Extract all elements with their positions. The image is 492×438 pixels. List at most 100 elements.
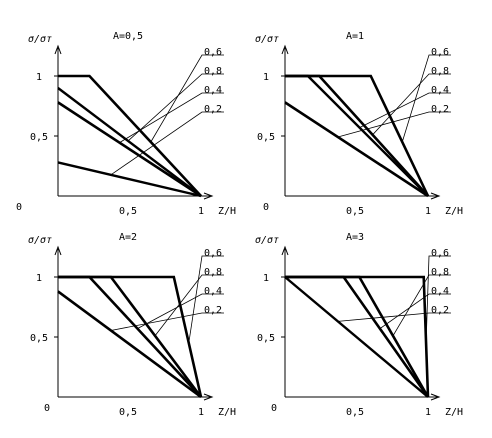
leader-line-1 <box>127 73 224 142</box>
origin-label: 0 <box>44 403 50 414</box>
chart-panel-a1: A=1 σ/σт Z/H 0 1 0,5 0,5 1 0,6 0,8 0,4 0… <box>255 31 463 217</box>
y-tick-label-1: 1 <box>36 273 42 284</box>
chart-axes <box>281 245 441 401</box>
y-axis-arrow <box>54 44 62 55</box>
chart-plot <box>57 74 202 198</box>
series-line-0 <box>58 275 203 398</box>
series-label-04: 0,4 <box>204 85 222 96</box>
y-tick-label-1: 1 <box>263 72 269 83</box>
series-line-1 <box>57 87 202 197</box>
series-label-02: 0,2 <box>204 305 222 316</box>
x-tick-label-1: 1 <box>425 407 431 418</box>
y-tick-label-05: 0,5 <box>257 132 275 143</box>
y-tick-label-05: 0,5 <box>30 132 48 143</box>
series-line-0 <box>285 74 430 197</box>
series-line-2 <box>58 275 202 398</box>
x-axis-label: Z/H <box>445 206 463 217</box>
x-tick-label-05: 0,5 <box>346 206 364 217</box>
y-axis-arrow <box>281 245 289 256</box>
chart-plot <box>57 275 203 399</box>
y-axis-arrow <box>281 44 289 55</box>
x-tick-label-05: 0,5 <box>346 407 364 418</box>
x-tick-label-1: 1 <box>198 206 204 217</box>
origin-label: 0 <box>263 202 269 213</box>
series-line-1 <box>285 74 429 197</box>
y-tick-label-05: 0,5 <box>30 333 48 344</box>
series-line-0 <box>58 74 202 197</box>
series-label-06: 0,6 <box>431 248 449 259</box>
chart-axes <box>281 44 441 200</box>
leader-line-2 <box>359 92 451 128</box>
series-line-3 <box>284 101 429 198</box>
y-axis-label: σ/σт <box>255 235 279 246</box>
y-axis-label: σ/σт <box>255 34 279 45</box>
leader-line-1 <box>372 73 451 136</box>
series-line-3 <box>57 290 202 399</box>
chart-panel-a2: A=2 σ/σт Z/H 0 1 0,5 0,5 1 0,6 0,8 0,4 0… <box>28 232 236 418</box>
leader-line-3 <box>110 111 224 176</box>
chart-panel-a05: A=0,5 σ/σт Z/H 0 1 0,5 0,5 1 0,6 0,8 0,4… <box>16 31 236 217</box>
y-tick-label-05: 0,5 <box>257 333 275 344</box>
x-tick-label-05: 0,5 <box>119 407 137 418</box>
y-axis-label: σ/σт <box>28 34 52 45</box>
chart-title: A=0,5 <box>113 31 143 42</box>
series-label-08: 0,8 <box>431 267 449 278</box>
leader-line-1 <box>154 274 224 337</box>
series-label-04: 0,4 <box>431 85 449 96</box>
x-axis-arrow <box>203 192 214 200</box>
series-line-2 <box>285 74 429 197</box>
series-label-04: 0,4 <box>431 286 449 297</box>
series-label-02: 0,2 <box>204 104 222 115</box>
series-label-06: 0,6 <box>204 47 222 58</box>
series-line-3 <box>57 161 202 198</box>
chart-plot <box>284 275 430 398</box>
chart-leader-lines <box>337 255 451 344</box>
x-tick-label-05: 0,5 <box>119 206 137 217</box>
chart-leader-lines <box>110 54 224 176</box>
x-axis-label: Z/H <box>218 206 236 217</box>
series-label-02: 0,2 <box>431 104 449 115</box>
series-label-08: 0,8 <box>431 66 449 77</box>
x-axis-arrow <box>203 393 214 401</box>
leader-line-3 <box>110 312 224 331</box>
chart-axes <box>54 44 214 200</box>
leader-line-0 <box>425 255 451 344</box>
origin-label: 0 <box>16 202 22 213</box>
y-tick-label-1: 1 <box>263 273 269 284</box>
chart-plot <box>284 74 430 198</box>
x-axis-arrow <box>430 192 441 200</box>
x-tick-label-1: 1 <box>425 206 431 217</box>
series-label-06: 0,6 <box>204 248 222 259</box>
leader-line-0 <box>188 255 224 344</box>
y-axis-arrow <box>54 245 62 256</box>
series-line-2 <box>285 275 430 398</box>
series-label-08: 0,8 <box>204 66 222 77</box>
chart-title: A=3 <box>346 232 364 243</box>
chart-panel-a3: A=3 σ/σт Z/H 0 1 0,5 0,5 1 0,6 0,8 0,4 0… <box>255 232 463 418</box>
series-label-04: 0,4 <box>204 286 222 297</box>
series-line-2 <box>57 101 202 198</box>
leader-line-2 <box>379 293 451 329</box>
series-label-08: 0,8 <box>204 267 222 278</box>
leader-line-3 <box>337 111 451 138</box>
series-label-06: 0,6 <box>431 47 449 58</box>
series-label-02: 0,2 <box>431 305 449 316</box>
series-line-1 <box>58 275 203 398</box>
leader-line-3 <box>337 312 451 322</box>
chart-title: A=1 <box>346 31 364 42</box>
x-tick-label-1: 1 <box>198 407 204 418</box>
chart-axes <box>54 245 214 401</box>
origin-label: 0 <box>271 403 277 414</box>
x-axis-label: Z/H <box>445 407 463 418</box>
leader-line-2 <box>119 92 224 143</box>
leader-line-0 <box>401 54 451 143</box>
chart-leader-lines <box>110 255 224 344</box>
chart-leader-lines <box>337 54 451 143</box>
leader-line-0 <box>150 54 224 143</box>
leader-line-2 <box>137 293 224 329</box>
x-axis-label: Z/H <box>218 407 236 418</box>
x-axis-arrow <box>430 393 441 401</box>
y-axis-label: σ/σт <box>28 235 52 246</box>
chart-title: A=2 <box>119 232 137 243</box>
